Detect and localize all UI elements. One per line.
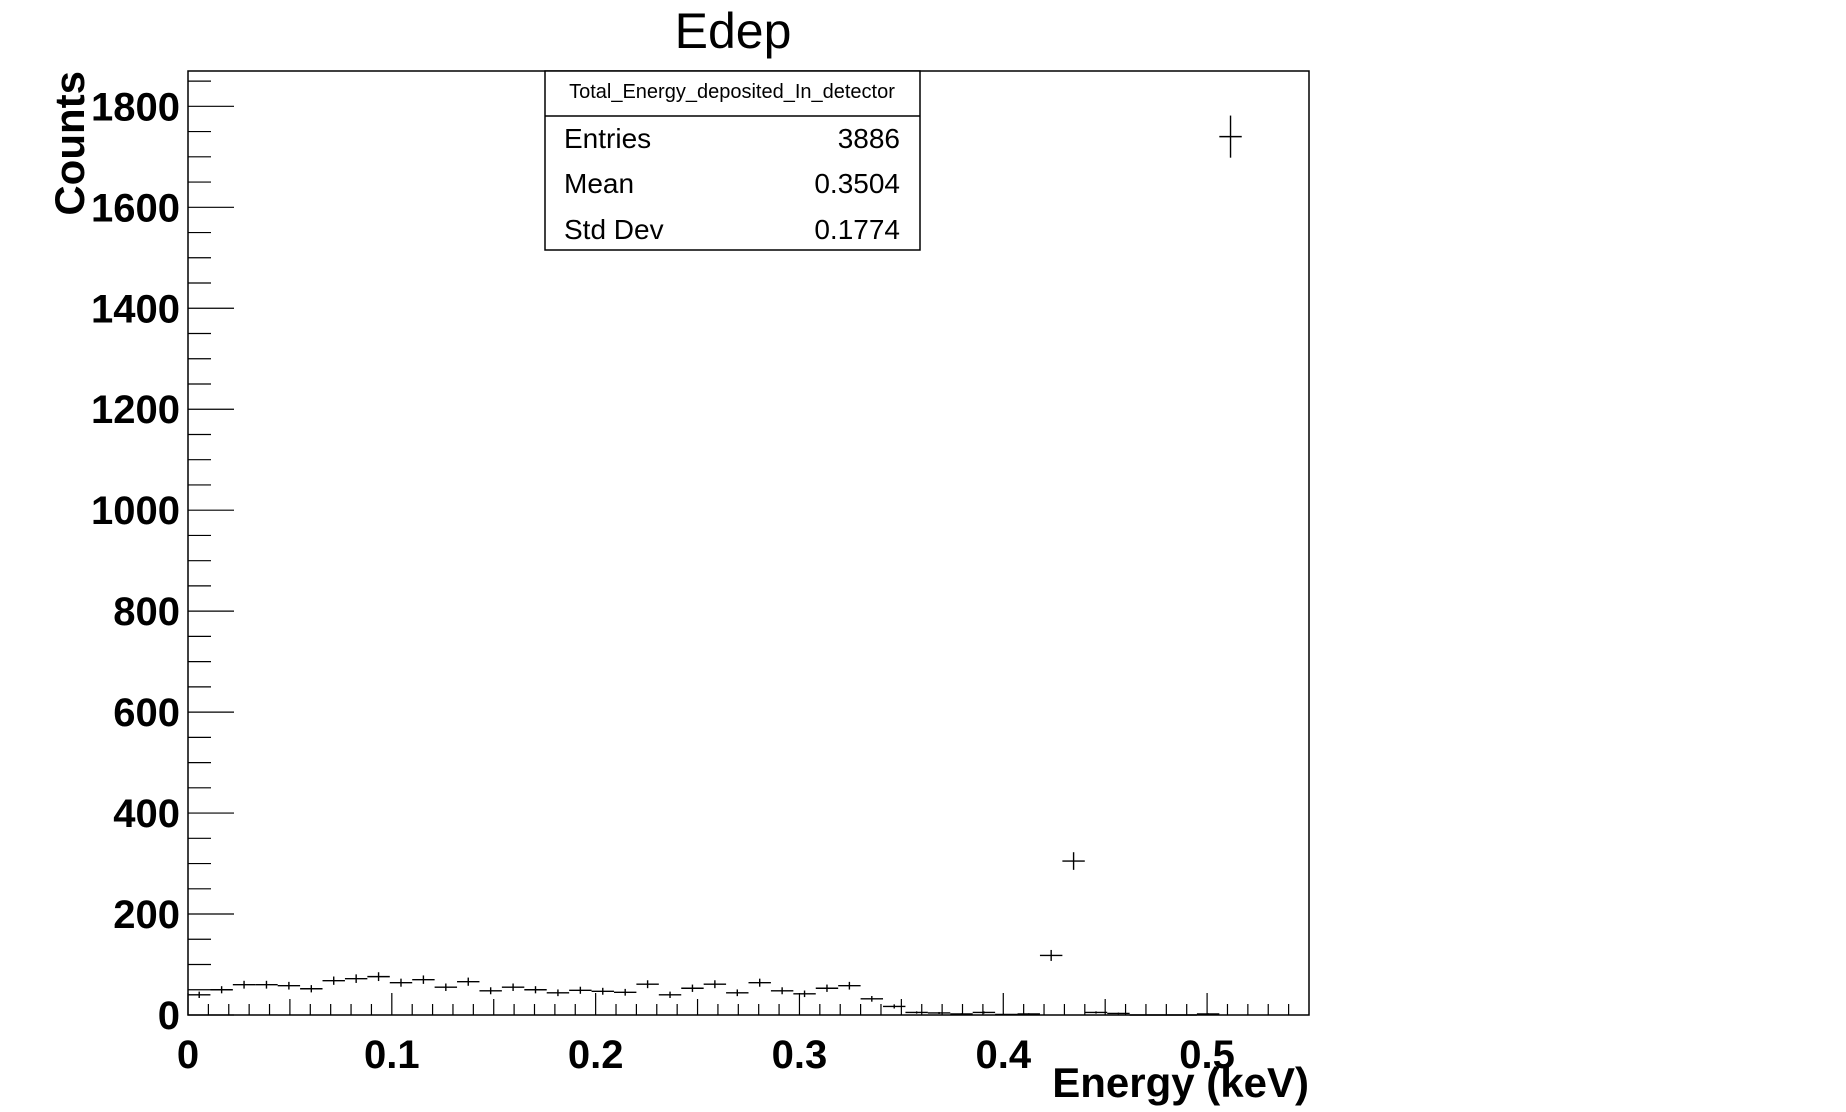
data-point — [703, 980, 727, 989]
stats-stddev-label: Std Dev — [564, 214, 664, 245]
stats-mean-value: 0.3504 — [814, 168, 900, 199]
data-point — [501, 983, 525, 991]
data-point — [613, 988, 637, 996]
data-point — [927, 1011, 951, 1014]
data-point — [1107, 1012, 1130, 1015]
data-point — [1017, 1013, 1040, 1015]
y-axis: 0 200 400 600 800 1000 1200 1400 1600 1800 — [91, 80, 234, 1038]
x-tick-label: 0.4 — [975, 1033, 1031, 1077]
data-point — [479, 987, 502, 995]
y-tick-label: 400 — [113, 792, 180, 836]
data-point — [344, 974, 368, 983]
chart-title: Edep — [675, 3, 792, 59]
data-point — [770, 987, 794, 995]
stats-box-title: Total_Energy_deposited_In_detector — [569, 81, 895, 103]
y-tick-label: 600 — [113, 691, 180, 735]
stats-mean-label: Mean — [564, 168, 634, 199]
data-point — [995, 1013, 1018, 1016]
data-point — [277, 981, 301, 990]
data-point — [457, 977, 480, 986]
data-point — [367, 972, 390, 982]
data-point — [546, 989, 570, 997]
data-point — [905, 1011, 928, 1014]
data-point — [591, 987, 614, 995]
stats-entries-label: Entries — [564, 123, 651, 154]
data-point — [681, 984, 704, 992]
data-point — [434, 983, 458, 991]
data-point — [726, 989, 749, 997]
x-tick-label: 0.3 — [772, 1033, 828, 1077]
y-tick-label: 1800 — [91, 85, 180, 129]
y-tick-label: 0 — [158, 994, 180, 1038]
y-tick-label: 1400 — [91, 287, 180, 331]
x-axis: 0 0.1 0.2 0.3 0.4 0.5 — [177, 993, 1290, 1077]
data-point — [748, 978, 771, 987]
data-point — [300, 985, 323, 993]
data-point — [1062, 852, 1085, 870]
y-tick-label: 1000 — [91, 489, 180, 533]
data-point — [658, 991, 682, 999]
data-point — [1084, 1011, 1108, 1014]
data-point — [389, 978, 413, 987]
x-axis-label: Energy (keV) — [1052, 1059, 1309, 1106]
data-point — [412, 975, 435, 984]
stats-box: Total_Energy_deposited_In_detector Entri… — [544, 70, 921, 251]
data-point — [860, 995, 884, 1002]
y-axis-label: Counts — [46, 71, 93, 216]
x-tick-label: 0.1 — [364, 1033, 420, 1077]
data-point — [972, 1011, 996, 1014]
data-point — [322, 976, 345, 985]
data-point — [883, 1004, 906, 1009]
data-point — [838, 981, 861, 990]
data-point — [950, 1013, 973, 1015]
data-point — [232, 980, 256, 989]
data-point — [815, 984, 839, 992]
y-tick-label: 200 — [113, 893, 180, 937]
y-tick-label: 1600 — [91, 186, 180, 230]
stats-stddev-value: 0.1774 — [814, 214, 900, 245]
stats-box-frame — [544, 70, 921, 251]
data-point — [210, 986, 233, 994]
stats-entries-value: 3886 — [838, 123, 900, 154]
data-point — [569, 986, 592, 994]
y-tick-label: 1200 — [91, 388, 180, 432]
data-point — [793, 990, 816, 998]
x-tick-label: 0.5 — [1179, 1033, 1235, 1077]
data-point — [1039, 949, 1063, 961]
data-point — [188, 991, 211, 999]
data-point — [1196, 1013, 1220, 1015]
data-series — [188, 115, 1242, 1016]
x-tick-label: 0.2 — [568, 1033, 624, 1077]
data-point — [524, 986, 547, 994]
data-point — [255, 980, 278, 989]
y-tick-label: 800 — [113, 590, 180, 634]
data-point — [1219, 115, 1242, 158]
data-point — [636, 980, 659, 989]
x-tick-label: 0 — [177, 1033, 199, 1077]
